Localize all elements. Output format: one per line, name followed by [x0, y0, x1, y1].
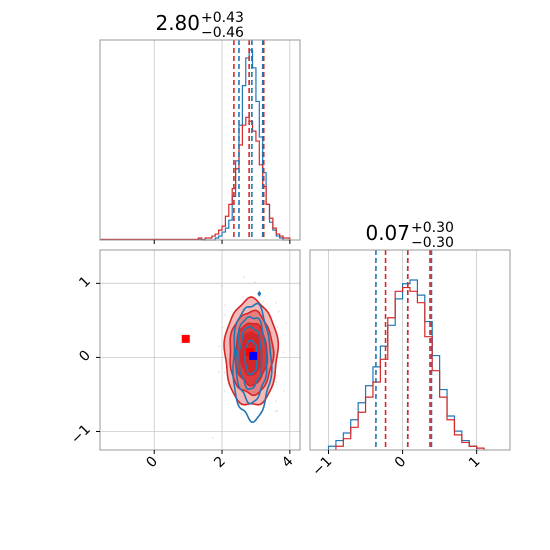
p2-frame — [99, 249, 301, 451]
p2-square-marker — [249, 351, 258, 360]
p2-blue-contour-level — [234, 316, 268, 405]
p3-title-minus: −0.30 — [411, 235, 454, 251]
p2-sample-dot — [242, 275, 245, 278]
p2-diamond-marker — [257, 290, 262, 297]
p1-frame — [99, 39, 301, 241]
joint-contour-panel: 0 2 4 −1 0 1 — [68, 249, 308, 471]
p3-x-tick-label: 1 — [466, 454, 484, 472]
p2-blue-contours — [232, 302, 273, 424]
p2-sample-dot — [275, 400, 277, 402]
p3-histogram-series — [327, 279, 485, 450]
p2-sample-dot — [224, 304, 227, 306]
p2-sample-dot — [221, 285, 223, 287]
p2-sample-dot — [240, 412, 243, 415]
p2-sample-dot — [242, 296, 245, 298]
p2-sample-dot — [285, 322, 288, 325]
p2-sample-dot — [217, 371, 220, 373]
p3-x-tick-label: 0 — [392, 454, 410, 472]
p2-sample-dot — [211, 437, 214, 439]
p2-sample-dot — [283, 389, 285, 392]
p3-x-tick-label: −1 — [309, 454, 335, 480]
p2-sample-dot — [218, 345, 220, 348]
p2-sample-dot — [275, 381, 278, 384]
p3-title-median: 0.07 — [365, 221, 410, 245]
p1-gridlines — [153, 40, 291, 240]
p2-sample-dot — [223, 390, 226, 392]
p2-sample-dot — [223, 313, 226, 316]
p2-blue-contour-level — [244, 339, 259, 376]
p2-sample-dot — [275, 301, 277, 304]
p2-x-tick-label: 4 — [279, 453, 297, 471]
p1-title-minus: −0.46 — [201, 25, 244, 41]
p1-tick-marks — [153, 240, 291, 244]
p2-sample-dot — [276, 374, 278, 377]
p2-sample-dot — [277, 310, 280, 313]
p1-histogram-series — [100, 49, 291, 241]
p3-frame — [309, 249, 511, 451]
p2-x-tick-label: 2 — [211, 454, 229, 472]
p2-blue-contour-level — [232, 302, 273, 424]
p1-title-plus: +0.43 — [201, 10, 244, 26]
param1-histogram-panel: 2.80 +0.43 −0.46 — [99, 10, 301, 244]
p1-hist-blue — [205, 49, 290, 241]
p2-sample-dot — [254, 281, 256, 284]
p2-y-tick-labels: −1 0 1 — [68, 273, 94, 447]
p3-tick-marks — [328, 450, 478, 454]
p2-markers — [181, 290, 262, 360]
p2-sample-dot — [221, 326, 224, 329]
p2-x-tick-label: 0 — [143, 454, 161, 472]
p2-y-tick-label: 0 — [76, 348, 94, 366]
p2-y-tick-label: 1 — [76, 273, 94, 291]
p2-tick-marks — [96, 282, 291, 454]
p2-square-marker — [181, 334, 190, 343]
p2-sample-dot — [276, 325, 278, 328]
p2-y-tick-label: −1 — [68, 422, 94, 448]
p2-blue-contour-level — [238, 325, 263, 390]
p1-hist-red — [197, 116, 291, 241]
p1-quantile-lines — [233, 40, 265, 240]
p2-sample-dot — [282, 351, 285, 354]
p2-sample-dot — [306, 345, 308, 347]
p3-hist-red — [335, 286, 485, 450]
p2-sample-dot — [276, 409, 278, 412]
p2-sample-dot — [223, 371, 226, 374]
p2-sample-dot — [262, 301, 264, 303]
p3-quantile-lines — [375, 250, 433, 450]
p3-title-plus: +0.30 — [411, 220, 454, 236]
p2-x-tick-labels: 0 2 4 — [143, 453, 296, 471]
param2-histogram-panel: −1 0 1 0.07 +0.30 −0.30 — [309, 220, 511, 480]
p3-x-tick-labels: −1 0 1 — [309, 454, 483, 480]
p1-title-median: 2.80 — [155, 11, 200, 35]
